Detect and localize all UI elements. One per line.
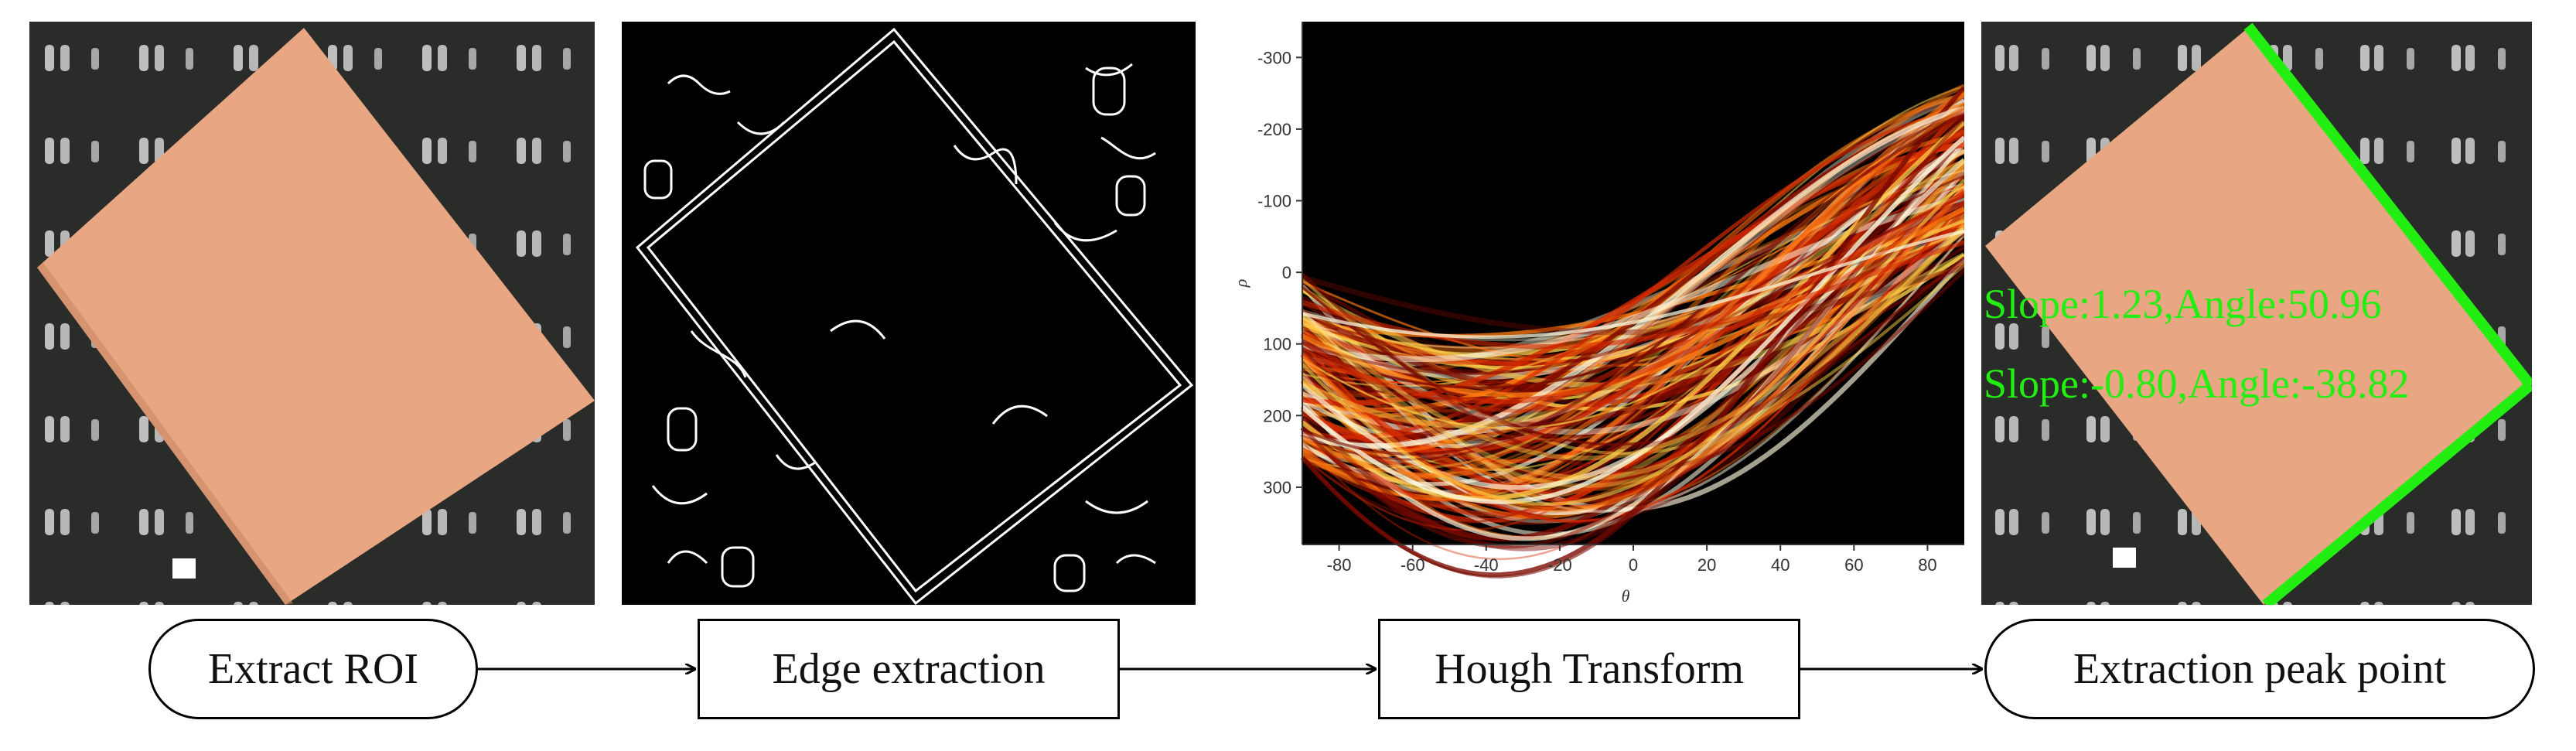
step-label: Edge extraction: [772, 645, 1046, 693]
step-hough-transform: Hough Transform: [1378, 619, 1800, 719]
hough-curve: [1301, 224, 1964, 488]
hough-curve: [1300, 257, 1964, 450]
hough-curve: [1300, 85, 1964, 577]
hough-curve: [1302, 229, 1964, 340]
edge-image: [622, 22, 1196, 605]
y-tick-label: -100: [1257, 192, 1291, 211]
slope-label-2: Slope:-0.80,Angle:-38.82: [1984, 360, 2410, 407]
hough-curve: [1301, 179, 1964, 507]
step-extraction-peak-point: Extraction peak point: [1984, 619, 2535, 719]
hough-curve: [1301, 227, 1964, 461]
x-tick-label: 60: [1844, 555, 1863, 575]
step-edge-extraction: Edge extraction: [698, 619, 1120, 719]
y-tick-label: 300: [1263, 478, 1291, 497]
hough-plot: -80 -60 -40 -20 0 20 40 60 80 -300 -200 -100 0 100 20…: [1230, 22, 1964, 605]
x-tick-label: 20: [1697, 555, 1716, 575]
detected-line-2: [2262, 381, 2532, 605]
hough-curve: [1301, 105, 1964, 478]
hough-curve: [1301, 135, 1964, 504]
step-label: Hough Transform: [1435, 645, 1744, 693]
hough-curve: [1301, 191, 1964, 405]
hough-curve: [1301, 200, 1964, 413]
y-tick-label: -300: [1257, 48, 1291, 67]
y-tick-label: 200: [1263, 406, 1291, 425]
hough-curve: [1302, 108, 1964, 449]
x-tick-label: -60: [1401, 555, 1425, 575]
roi-image: [29, 22, 595, 605]
result-image: [1981, 22, 2532, 605]
hough-curve: [1301, 120, 1964, 501]
hough-curve: [1300, 133, 1964, 551]
slope-label-1: Slope:1.23,Angle:50.96: [1984, 281, 2382, 327]
x-tick-label: -80: [1327, 555, 1352, 575]
y-axis-label: ρ: [1231, 279, 1250, 288]
hough-curve: [1300, 123, 1964, 517]
hough-curve: [1302, 105, 1964, 449]
x-tick-label: -40: [1474, 555, 1499, 575]
x-tick-label: -20: [1547, 555, 1572, 575]
x-tick-label: 40: [1771, 555, 1790, 575]
hough-curve: [1301, 269, 1964, 473]
step-extract-roi: Extract ROI: [148, 619, 478, 719]
detected-line-1: [2243, 22, 2532, 389]
x-tick-label: 80: [1918, 555, 1936, 575]
y-tick-label: -200: [1257, 120, 1291, 139]
x-axis-label: θ: [1622, 586, 1630, 605]
hough-curve: [1302, 114, 1964, 456]
y-tick-label: 100: [1263, 335, 1291, 354]
hough-curve: [1300, 226, 1964, 481]
hough-curve: [1300, 141, 1964, 541]
y-tick-label: 0: [1282, 263, 1291, 282]
step-label: Extraction peak point: [2073, 645, 2447, 693]
x-tick-label: 0: [1629, 555, 1638, 575]
step-label: Extract ROI: [207, 645, 419, 693]
